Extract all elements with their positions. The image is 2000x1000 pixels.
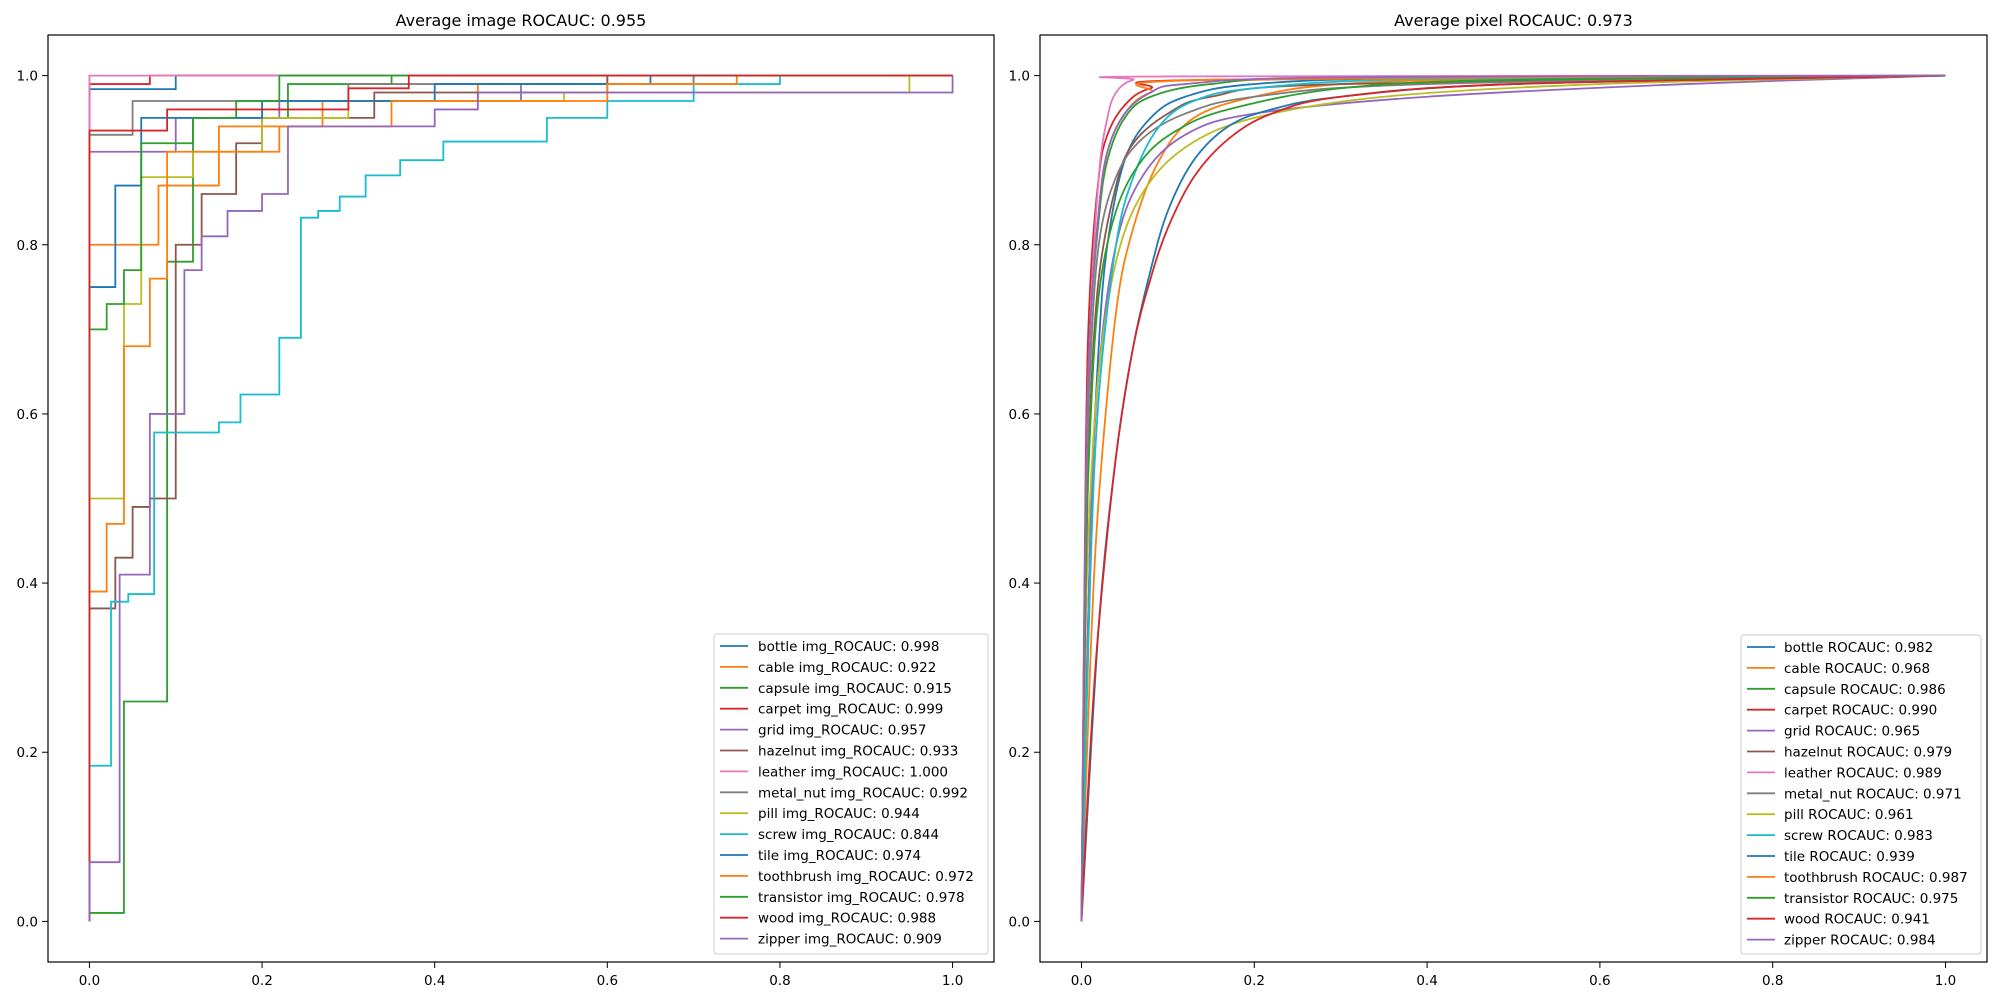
series-group (88, 74, 954, 922)
series-line-10 (88, 74, 953, 922)
x-tick-label: 0.2 (251, 973, 272, 989)
legend-entry: wood img_ROCAUC: 0.988 (758, 911, 936, 927)
y-tick-label: 1.0 (1009, 69, 1030, 85)
legend-entry: zipper img_ROCAUC: 0.909 (758, 932, 942, 948)
x-tick-label: 0.0 (1071, 973, 1092, 989)
legend-entry: pill ROCAUC: 0.961 (1784, 807, 1914, 823)
legend-entry: carpet img_ROCAUC: 0.999 (758, 702, 943, 718)
chart-panel-1: Average image ROCAUC: 0.955 0.0 0.2 0.4 0.6 0… (17, 11, 995, 989)
axes-frame (47, 34, 995, 963)
y-tick-label: 0.6 (17, 407, 38, 423)
legend-entry: toothbrush img_ROCAUC: 0.972 (758, 869, 974, 885)
y-tick-label: 0.2 (17, 745, 38, 761)
series-line-14 (88, 74, 953, 922)
legend-entry: wood ROCAUC: 0.941 (1784, 912, 1930, 928)
legend-entry: tile ROCAUC: 0.939 (1784, 849, 1915, 865)
series-line-13 (1080, 74, 1946, 922)
legend-box (1740, 634, 1982, 955)
x-tick-label: 0.6 (597, 973, 618, 989)
chart-title: Average pixel ROCAUC: 0.973 (1394, 11, 1633, 30)
chart-title: Average image ROCAUC: 0.955 (396, 11, 647, 30)
legend-entry: tile img_ROCAUC: 0.974 (758, 848, 921, 864)
y-tick-label: 1.0 (17, 69, 38, 85)
legend-entry: hazelnut img_ROCAUC: 0.933 (758, 744, 958, 760)
y-tick-label: 0.0 (1009, 914, 1030, 930)
series-line-9 (1080, 74, 1946, 922)
legend-entry: cable ROCAUC: 0.968 (1784, 661, 1930, 677)
legend-entry: metal_nut ROCAUC: 0.971 (1784, 786, 1962, 802)
chart-panel-2: Average pixel ROCAUC: 0.973 0.0 0.2 0.4 0.6 0… (1009, 11, 1988, 989)
y-tick-label: 0.8 (17, 238, 38, 254)
series-line-13 (88, 74, 953, 922)
legend-entry: transistor ROCAUC: 0.975 (1784, 891, 1958, 907)
x-tick-label: 0.2 (1244, 973, 1265, 989)
series-line-14 (1080, 74, 1946, 922)
legend-entry: leather img_ROCAUC: 1.000 (758, 764, 948, 780)
series-line-12 (88, 74, 953, 922)
y-tick-label: 0.6 (1009, 407, 1030, 423)
series-group (1080, 74, 1946, 922)
y-tick-label: 0.4 (1009, 576, 1030, 592)
x-tick-label: 0.6 (1589, 973, 1610, 989)
legend-entry: screw ROCAUC: 0.983 (1784, 828, 1933, 844)
legend-entry: toothbrush ROCAUC: 0.987 (1784, 870, 1968, 886)
x-tick-label: 0.4 (1416, 973, 1437, 989)
legend-entry: transistor img_ROCAUC: 0.978 (758, 890, 965, 906)
legend-entry: screw img_ROCAUC: 0.844 (758, 827, 939, 843)
series-line-15 (1080, 74, 1946, 922)
legend-entry: carpet ROCAUC: 0.990 (1784, 703, 1937, 719)
legend-entry: grid ROCAUC: 0.965 (1784, 724, 1920, 740)
legend: bottle img_ROCAUC: 0.998 cable img_ROCAUC… (713, 633, 989, 955)
series-line-5 (1080, 74, 1946, 922)
y-tick-label: 0.8 (1009, 238, 1030, 254)
legend-entry: leather ROCAUC: 0.989 (1784, 765, 1942, 781)
x-tick-label: 0.0 (79, 973, 100, 989)
x-tick-label: 0.8 (1762, 973, 1783, 989)
legend-entry: pill img_ROCAUC: 0.944 (758, 806, 920, 822)
series-line-15 (88, 75, 954, 922)
axes-frame (1039, 34, 1988, 963)
y-tick-label: 0.4 (17, 576, 38, 592)
legend: bottle ROCAUC: 0.982 cable ROCAUC: 0.968 c… (1740, 634, 1982, 955)
legend-entry: metal_nut img_ROCAUC: 0.992 (758, 785, 968, 801)
legend-entry: hazelnut ROCAUC: 0.979 (1784, 745, 1952, 761)
legend-entry: grid img_ROCAUC: 0.957 (758, 723, 926, 739)
legend-entry: bottle img_ROCAUC: 0.998 (758, 639, 939, 655)
x-tick-label: 1.0 (1935, 973, 1956, 989)
legend-entry: zipper ROCAUC: 0.984 (1784, 933, 1936, 949)
legend-entry: capsule img_ROCAUC: 0.915 (758, 681, 952, 697)
x-tick-label: 1.0 (942, 973, 963, 989)
y-tick-label: 0.0 (17, 914, 38, 930)
x-tick-label: 0.8 (769, 973, 790, 989)
legend-box (713, 633, 989, 955)
x-tick-label: 0.4 (424, 973, 445, 989)
legend-entry: cable img_ROCAUC: 0.922 (758, 660, 936, 676)
legend-entry: capsule ROCAUC: 0.986 (1784, 682, 1946, 698)
y-tick-label: 0.2 (1009, 745, 1030, 761)
legend-entry: bottle ROCAUC: 0.982 (1784, 640, 1933, 656)
